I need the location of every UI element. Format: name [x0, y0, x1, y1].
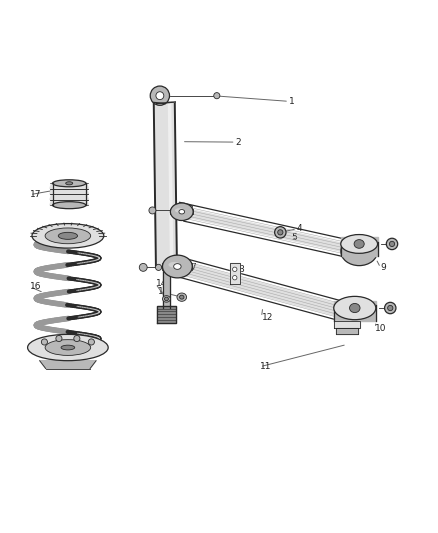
Ellipse shape — [170, 203, 193, 221]
Ellipse shape — [162, 255, 192, 278]
Circle shape — [41, 339, 47, 345]
Ellipse shape — [341, 235, 378, 253]
Circle shape — [275, 227, 286, 238]
Circle shape — [150, 86, 170, 106]
Ellipse shape — [169, 262, 180, 268]
Ellipse shape — [53, 180, 86, 187]
Circle shape — [155, 264, 162, 270]
Polygon shape — [40, 361, 96, 368]
Text: 5: 5 — [291, 232, 297, 241]
Ellipse shape — [28, 334, 108, 361]
Polygon shape — [50, 200, 88, 205]
Polygon shape — [50, 195, 88, 200]
Circle shape — [56, 335, 62, 342]
Circle shape — [233, 267, 237, 271]
Polygon shape — [53, 183, 86, 205]
Polygon shape — [341, 237, 378, 255]
Ellipse shape — [66, 182, 73, 185]
Ellipse shape — [180, 295, 184, 299]
Text: 13: 13 — [158, 287, 169, 295]
Polygon shape — [230, 263, 240, 284]
Text: 10: 10 — [375, 324, 387, 333]
Ellipse shape — [334, 296, 376, 320]
Text: 9: 9 — [381, 263, 386, 272]
Text: 6: 6 — [166, 258, 171, 267]
Circle shape — [389, 241, 395, 247]
Polygon shape — [334, 321, 360, 328]
Text: 14: 14 — [155, 279, 167, 288]
Ellipse shape — [173, 264, 181, 269]
Circle shape — [278, 230, 283, 235]
Ellipse shape — [53, 201, 86, 209]
Text: 2: 2 — [236, 138, 241, 147]
Text: 3: 3 — [187, 205, 193, 214]
Polygon shape — [163, 266, 170, 308]
Ellipse shape — [175, 208, 184, 213]
Polygon shape — [156, 306, 176, 322]
Circle shape — [233, 276, 237, 280]
Circle shape — [149, 207, 156, 214]
Circle shape — [385, 302, 396, 314]
Text: 7: 7 — [191, 263, 196, 272]
Ellipse shape — [164, 297, 168, 301]
Text: 12: 12 — [261, 313, 273, 322]
Text: 8: 8 — [239, 264, 244, 273]
Text: 16: 16 — [30, 282, 41, 291]
Polygon shape — [154, 102, 177, 266]
Circle shape — [386, 238, 398, 249]
Circle shape — [388, 305, 393, 311]
Polygon shape — [154, 102, 175, 103]
Polygon shape — [50, 183, 88, 189]
Text: 11: 11 — [260, 362, 271, 372]
Circle shape — [156, 92, 164, 100]
Text: 17: 17 — [30, 190, 41, 199]
Ellipse shape — [32, 223, 104, 248]
Circle shape — [214, 93, 220, 99]
Text: 4: 4 — [297, 224, 303, 233]
Ellipse shape — [354, 240, 364, 248]
Ellipse shape — [179, 209, 184, 214]
Text: 15: 15 — [40, 337, 52, 346]
Polygon shape — [334, 301, 376, 321]
Polygon shape — [166, 263, 366, 318]
Ellipse shape — [350, 303, 360, 312]
Circle shape — [88, 339, 95, 345]
Ellipse shape — [61, 345, 75, 350]
Ellipse shape — [162, 296, 170, 302]
Text: 1: 1 — [289, 97, 295, 106]
Ellipse shape — [177, 293, 187, 301]
Text: 15: 15 — [40, 237, 52, 246]
Ellipse shape — [341, 237, 378, 265]
Polygon shape — [336, 328, 358, 334]
Circle shape — [74, 335, 80, 342]
Polygon shape — [50, 189, 88, 194]
Circle shape — [139, 263, 147, 271]
Polygon shape — [173, 209, 368, 253]
Ellipse shape — [45, 228, 91, 244]
Ellipse shape — [45, 340, 91, 356]
Ellipse shape — [58, 232, 78, 239]
